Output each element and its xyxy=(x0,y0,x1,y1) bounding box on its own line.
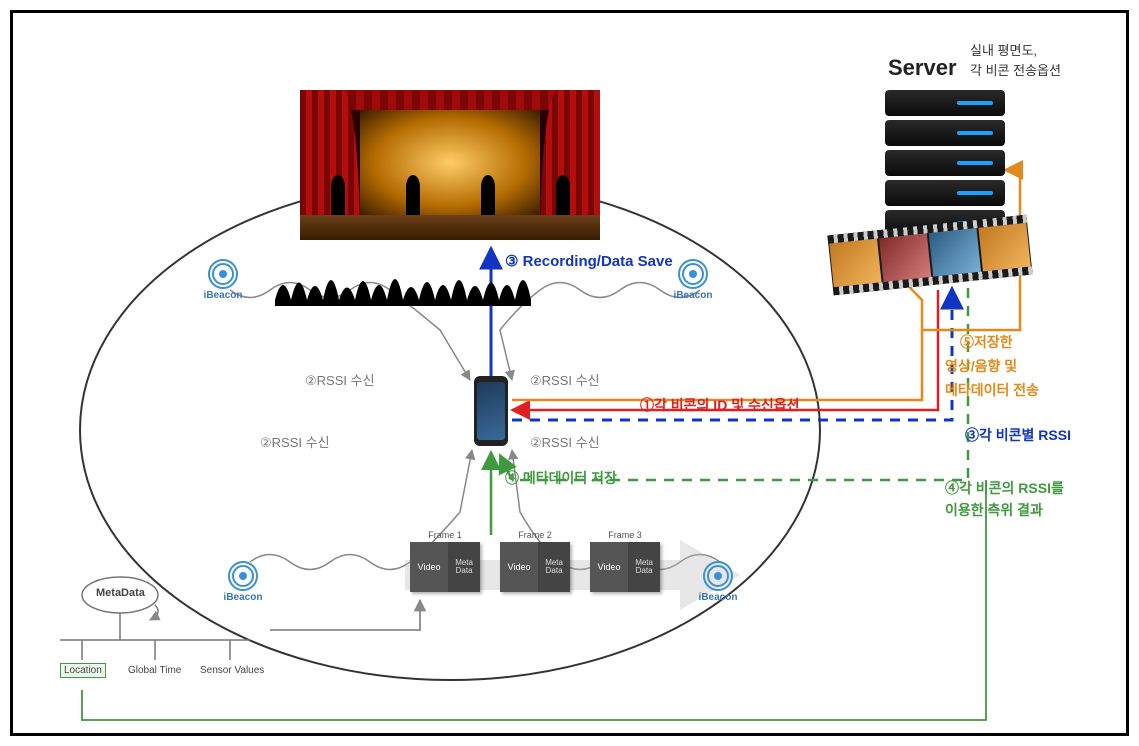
frame3-caption: Frame 3 xyxy=(590,530,660,540)
frame2-caption: Frame 2 xyxy=(500,530,570,540)
meta-child-sensorvalues: Sensor Values xyxy=(200,665,264,676)
ibeacon-bottom-left: iBeacon xyxy=(215,560,271,603)
rssi-label-1: ②RSSI 수신 xyxy=(305,370,375,389)
rssi-label-3: ②RSSI 수신 xyxy=(260,432,330,451)
step1-line xyxy=(512,290,938,410)
ibeacon-label: iBeacon xyxy=(215,592,271,603)
ibeacon-label: iBeacon xyxy=(690,592,746,603)
frame1-caption: Frame 1 xyxy=(410,530,480,540)
video-cell: Video xyxy=(590,542,628,592)
rssi-label-2: ②RSSI 수신 xyxy=(530,370,600,389)
step4b-label-2: 이용한 측위 결과 xyxy=(945,500,1043,520)
rssi-label-4: ②RSSI 수신 xyxy=(530,432,600,451)
ibeacon-label: iBeacon xyxy=(665,290,721,301)
video-frame-2: Frame 2 VideoMetaData xyxy=(500,530,570,592)
meta-to-frames xyxy=(270,600,420,630)
video-frame-1: Frame 1 VideoMetaData xyxy=(410,530,480,592)
recording-label: ③ Recording/Data Save xyxy=(505,252,673,270)
step1-label: ①각 비콘의 ID 및 수신옵션 xyxy=(640,395,799,415)
crowd-silhouette xyxy=(275,279,531,306)
video-cell: Video xyxy=(500,542,538,592)
step5-label-3: 메타데이터 전송 xyxy=(945,380,1039,400)
step5-label-1: ⑤저장한 xyxy=(960,332,1013,352)
video-frame-3: Frame 3 VideoMetaData xyxy=(590,530,660,592)
ibeacon-top-left: iBeacon xyxy=(195,258,251,301)
smartphone-icon xyxy=(474,376,508,446)
meta-cell: MetaData xyxy=(538,542,570,592)
server-sub1: 실내 평면도, xyxy=(970,40,1037,59)
venue-ellipse xyxy=(80,180,820,680)
meta-cell: MetaData xyxy=(628,542,660,592)
step5-label-2: 영상/음향 및 xyxy=(945,356,1017,376)
step4b-label-1: ④각 비콘의 RSSI를 xyxy=(945,478,1064,498)
server-sub2: 각 비콘 전송옵션 xyxy=(970,60,1061,79)
meta-cell: MetaData xyxy=(448,542,480,592)
video-cell: Video xyxy=(410,542,448,592)
meta-child-globaltime: Global Time xyxy=(128,665,181,676)
meta-child-location: Location xyxy=(60,663,106,678)
ibeacon-bottom-right: iBeacon xyxy=(690,560,746,603)
server-title: Server xyxy=(888,55,957,81)
ibeacon-label: iBeacon xyxy=(195,290,251,301)
step3b-label: ③각 비콘별 RSSI xyxy=(965,425,1071,445)
server-icon xyxy=(885,90,1005,240)
ibeacon-top-right: iBeacon xyxy=(665,258,721,301)
step4a-label: ④ 메타데이터 저장 xyxy=(505,468,617,488)
stage-image xyxy=(300,90,600,240)
metadata-root-label: MetaData xyxy=(96,587,145,599)
